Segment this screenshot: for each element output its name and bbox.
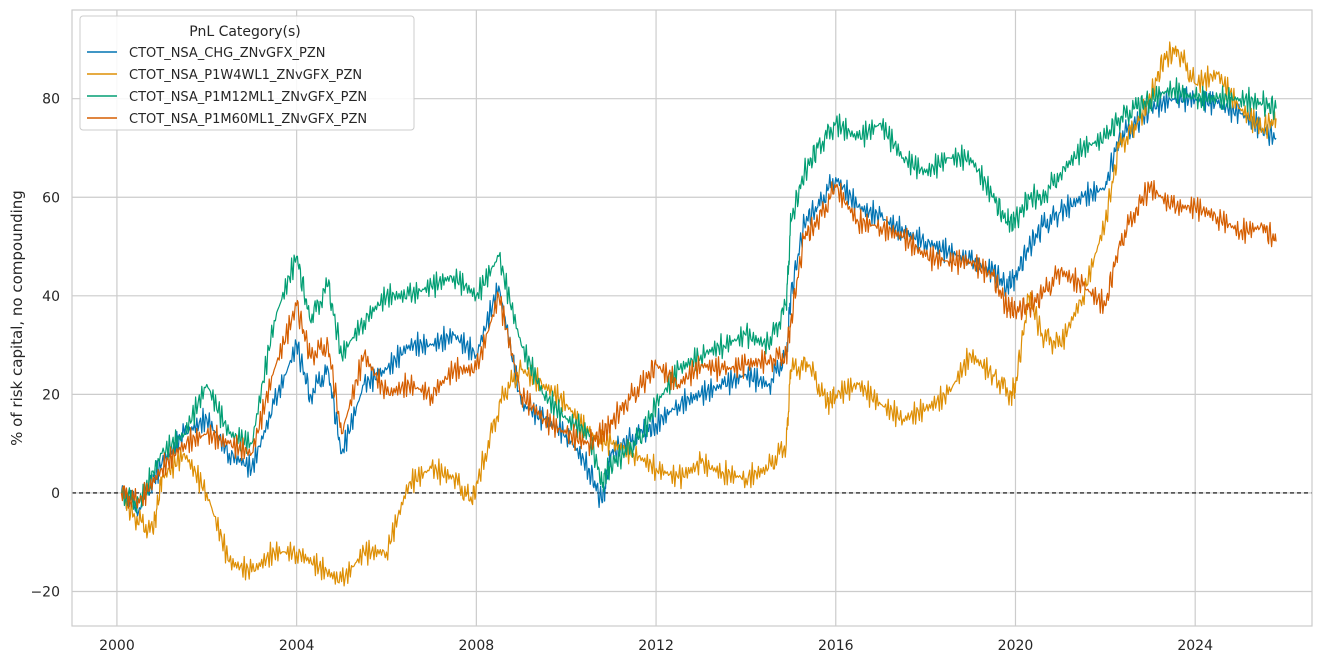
x-tick-label-2020: 2020 [998, 638, 1034, 654]
legend-box [79, 15, 415, 131]
x-tick-label-2012: 2012 [638, 638, 674, 654]
x-tick-label-2016: 2016 [818, 638, 854, 654]
y-tick-label-60: 60 [42, 190, 60, 206]
legend-items: CTOT_NSA_CHG_ZNvGFX_PZN CTOT_NSA_P1W4WL1_… [87, 46, 367, 127]
y-axis-ticks: −20 0 20 40 60 80 [30, 92, 60, 601]
y-tick-label-40: 40 [42, 289, 60, 305]
series-line-CTOT_NSA_P1W4WL1_ZNvGFX_PZN [120, 41, 1277, 587]
x-axis-ticks: 2000 2004 2008 2012 2016 2020 2024 [99, 638, 1213, 654]
x-tick-label-2000: 2000 [99, 638, 135, 654]
plot-frame [71, 9, 1313, 627]
x-tick-label-2008: 2008 [459, 638, 495, 654]
legend-label-CTOT_NSA_P1M12ML1_ZNvGFX_PZN: CTOT_NSA_P1M12ML1_ZNvGFX_PZN [129, 90, 367, 105]
y-tick-label-20: 20 [42, 387, 60, 403]
series-line-CTOT_NSA_P1M60ML1_ZNvGFX_PZN [120, 180, 1277, 509]
x-tick-label-2004: 2004 [279, 638, 315, 654]
legend-label-CTOT_NSA_CHG_ZNvGFX_PZN: CTOT_NSA_CHG_ZNvGFX_PZN [129, 46, 325, 61]
y-tick-label-0: 0 [51, 486, 60, 502]
y-axis-label: % of risk capital, no compounding [8, 190, 26, 446]
x-tick-label-2024: 2024 [1177, 638, 1213, 654]
series-line-CTOT_NSA_CHG_ZNvGFX_PZN [120, 86, 1277, 517]
series-lines [120, 41, 1277, 587]
y-tick-label-80: 80 [42, 92, 60, 108]
legend: PnL Category(s) CTOT_NSA_CHG_ZNvGFX_PZNC… [79, 15, 415, 131]
series-line-CTOT_NSA_P1M12ML1_ZNvGFX_PZN [121, 77, 1277, 514]
legend-title: PnL Category(s) [189, 24, 301, 40]
legend-label-CTOT_NSA_P1M60ML1_ZNvGFX_PZN: CTOT_NSA_P1M60ML1_ZNvGFX_PZN [129, 112, 367, 127]
legend-label-CTOT_NSA_P1W4WL1_ZNvGFX_PZN: CTOT_NSA_P1W4WL1_ZNvGFX_PZN [129, 68, 362, 83]
y-tick-label--20: −20 [30, 585, 60, 601]
